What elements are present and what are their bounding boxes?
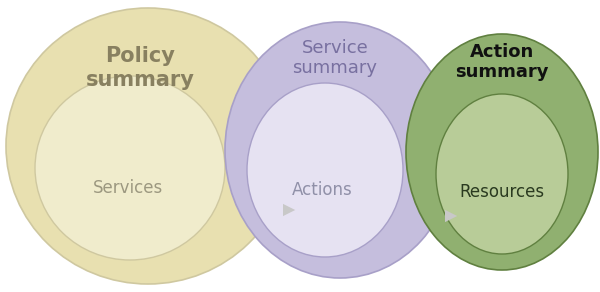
Ellipse shape [247,83,403,257]
Ellipse shape [436,94,568,254]
Ellipse shape [225,22,455,278]
Ellipse shape [6,8,290,284]
Text: Services: Services [93,179,163,197]
Text: Action
summary: Action summary [455,43,549,81]
Text: Policy
summary: Policy summary [86,46,194,90]
Ellipse shape [35,76,225,260]
Ellipse shape [406,34,598,270]
Text: Actions: Actions [292,181,352,199]
Text: Resources: Resources [460,183,545,201]
Text: Service
summary: Service summary [293,39,377,77]
